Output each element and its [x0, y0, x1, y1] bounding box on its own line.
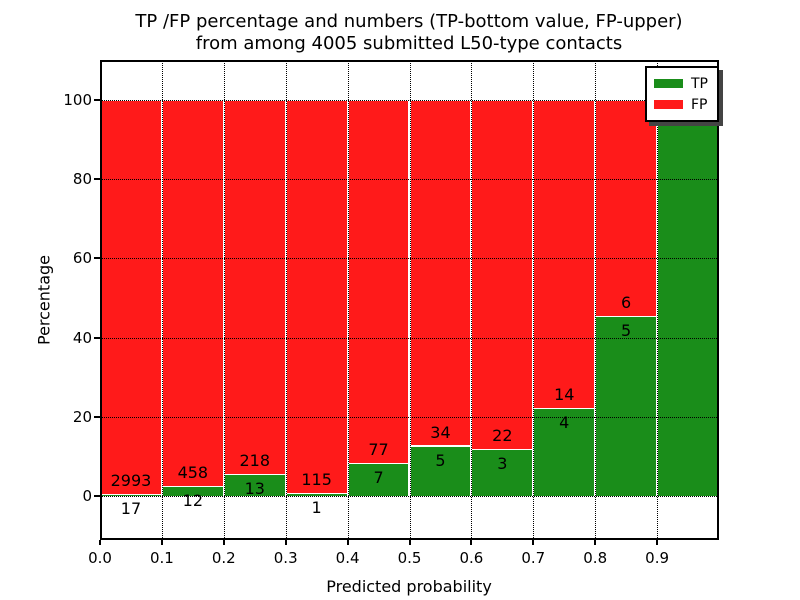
tp-count-label: 13: [244, 479, 265, 499]
fp-count-label: 22: [492, 425, 513, 445]
bar-tp-segment: [657, 99, 719, 497]
fp-count-label: 77: [368, 440, 389, 460]
tp-count-label: 5: [435, 450, 446, 470]
y-gridline: [100, 99, 719, 101]
bar-fp-segment: [347, 99, 410, 464]
x-tick-label: 0.4: [335, 549, 360, 567]
tp-count-label: 7: [373, 468, 384, 488]
x-tick-label: 0.8: [583, 549, 608, 567]
bar-fp-segment: [595, 99, 658, 317]
x-tick-label: 0.7: [521, 549, 546, 567]
bar-fp-segment: [285, 99, 348, 493]
x-gridline: [409, 60, 411, 540]
x-tick-label: 0.5: [397, 549, 422, 567]
tp-count-label: 3: [497, 453, 508, 473]
y-gridline: [100, 337, 719, 339]
fp-count-label: 34: [430, 422, 451, 442]
plot-area: 29931745812218131151777345223144651: [100, 60, 719, 540]
x-tick-mark: [99, 540, 101, 545]
y-tick-label: 40: [72, 328, 92, 347]
x-gridline: [657, 60, 659, 540]
bar-tp-segment: [347, 463, 410, 497]
fp-count-label: 14: [554, 385, 575, 405]
fp-count-label: 218: [239, 451, 271, 471]
bar-fp-segment: [100, 99, 162, 495]
x-tick-mark: [284, 540, 287, 545]
x-tick-mark: [222, 540, 225, 545]
x-tick-mark: [532, 540, 535, 545]
x-axis-label: Predicted probability: [326, 577, 492, 596]
y-tick-mark: [94, 98, 100, 101]
bar-tp-segment: [533, 408, 596, 497]
tp-count-label: 1: [311, 497, 322, 517]
x-tick-label: 0.6: [459, 549, 484, 567]
fp-swatch-icon: [654, 100, 683, 109]
y-tick-label: 20: [72, 408, 92, 427]
y-tick-mark: [94, 178, 100, 180]
bar-tp-segment: [471, 448, 534, 497]
x-gridline: [223, 60, 225, 540]
chart-title-line1: TP /FP percentage and numbers (TP-bottom…: [135, 11, 683, 32]
fp-count-label: 2993: [110, 471, 152, 491]
x-tick-mark: [656, 540, 659, 545]
y-gridline: [100, 179, 719, 180]
legend-label-tp: TP: [691, 75, 708, 92]
x-tick-mark: [408, 540, 411, 545]
x-tick-mark: [470, 540, 473, 545]
y-tick-label: 80: [72, 170, 92, 188]
bar-fp-segment: [161, 99, 224, 487]
bar-tp-segment: [409, 445, 472, 497]
x-gridline: [533, 60, 535, 540]
tp-swatch-icon: [654, 79, 683, 88]
y-tick-mark: [94, 416, 100, 419]
legend-label-fp: FP: [691, 96, 708, 113]
x-tick-label: 0.0: [88, 549, 112, 567]
legend-row-fp: FP: [654, 94, 708, 115]
x-gridline: [471, 60, 473, 540]
x-tick-mark: [160, 540, 163, 545]
tp-count-label: 5: [621, 321, 632, 341]
x-tick-label: 0.9: [645, 549, 670, 567]
tp-count-label: 12: [182, 491, 204, 511]
y-tick-label: 60: [72, 249, 92, 268]
y-gridline: [100, 258, 719, 260]
y-gridline: [100, 417, 719, 419]
tp-count-label: 4: [559, 413, 570, 433]
tp-count-label: 17: [120, 499, 142, 519]
y-tick-mark: [94, 336, 100, 339]
x-gridline: [595, 60, 597, 540]
fp-count-label: 458: [177, 463, 209, 483]
y-tick-mark: [94, 495, 100, 498]
y-tick-mark: [94, 257, 100, 260]
x-tick-label: 0.2: [211, 549, 236, 567]
y-tick-label: 100: [63, 90, 92, 109]
bar-fp-segment: [409, 99, 472, 446]
fp-count-label: 115: [301, 469, 332, 489]
bar-fp-segment: [223, 99, 286, 475]
bar-tp-segment: [595, 316, 658, 497]
x-tick-label: 0.3: [273, 549, 298, 567]
x-gridline: [285, 60, 287, 540]
x-tick-mark: [346, 540, 349, 545]
bar-fp-segment: [533, 99, 596, 409]
x-gridline: [161, 60, 163, 540]
fp-count-label: 6: [621, 293, 632, 313]
x-tick-label: 0.1: [149, 549, 174, 567]
legend-row-tp: TP: [654, 73, 708, 94]
chart-title: TP /FP percentage and numbers (TP-bottom…: [9, 11, 800, 55]
chart-title-line2: from among 4005 submitted L50-type conta…: [195, 33, 623, 54]
y-gridline: [100, 496, 719, 498]
bar-fp-segment: [471, 99, 534, 449]
x-gridline: [347, 60, 349, 540]
legend: TP FP: [645, 66, 719, 122]
x-tick-mark: [594, 540, 597, 545]
y-tick-label: 0: [82, 487, 92, 506]
